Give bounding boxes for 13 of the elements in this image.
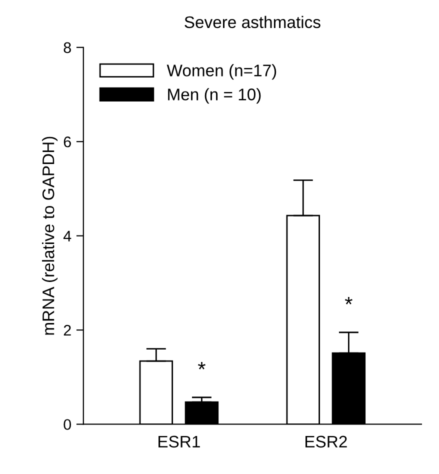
legend-label: Men (n = 10) <box>168 88 261 104</box>
y-tick-label: 4 <box>63 230 72 242</box>
chart-title: Severe asthmatics <box>184 16 320 28</box>
y-axis-title: mRNA (relative to GAPDH) <box>42 136 58 335</box>
y-tick-label: 2 <box>64 324 71 336</box>
annotation: * <box>344 297 352 304</box>
annotation: * <box>198 362 206 370</box>
y-tick-label: 0 <box>64 419 72 430</box>
y-tick-label: 8 <box>64 42 71 54</box>
legend-label: Women (n=17) <box>166 64 276 80</box>
x-tick-label: ESR2 <box>306 436 347 448</box>
y-tick-label: 6 <box>64 136 71 148</box>
x-tick-label: ESR1 <box>158 436 200 448</box>
